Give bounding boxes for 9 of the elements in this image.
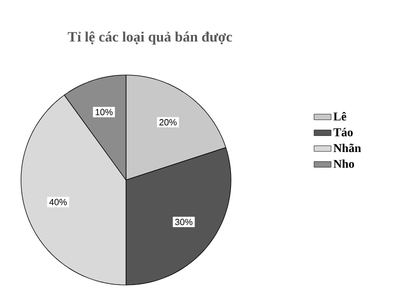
data-label: 20% <box>159 119 177 126</box>
legend-label: Lê <box>333 112 346 121</box>
data-label: 10% <box>96 108 113 116</box>
legend-label: Táo <box>333 128 353 136</box>
data-label: 30% <box>175 218 192 226</box>
legend-label: Nho <box>333 159 354 168</box>
chart-title: Tỉ lệ các loại quả bán được <box>68 31 232 45</box>
data-label: 40% <box>49 198 67 206</box>
legend-label: Nhãn <box>333 144 361 152</box>
